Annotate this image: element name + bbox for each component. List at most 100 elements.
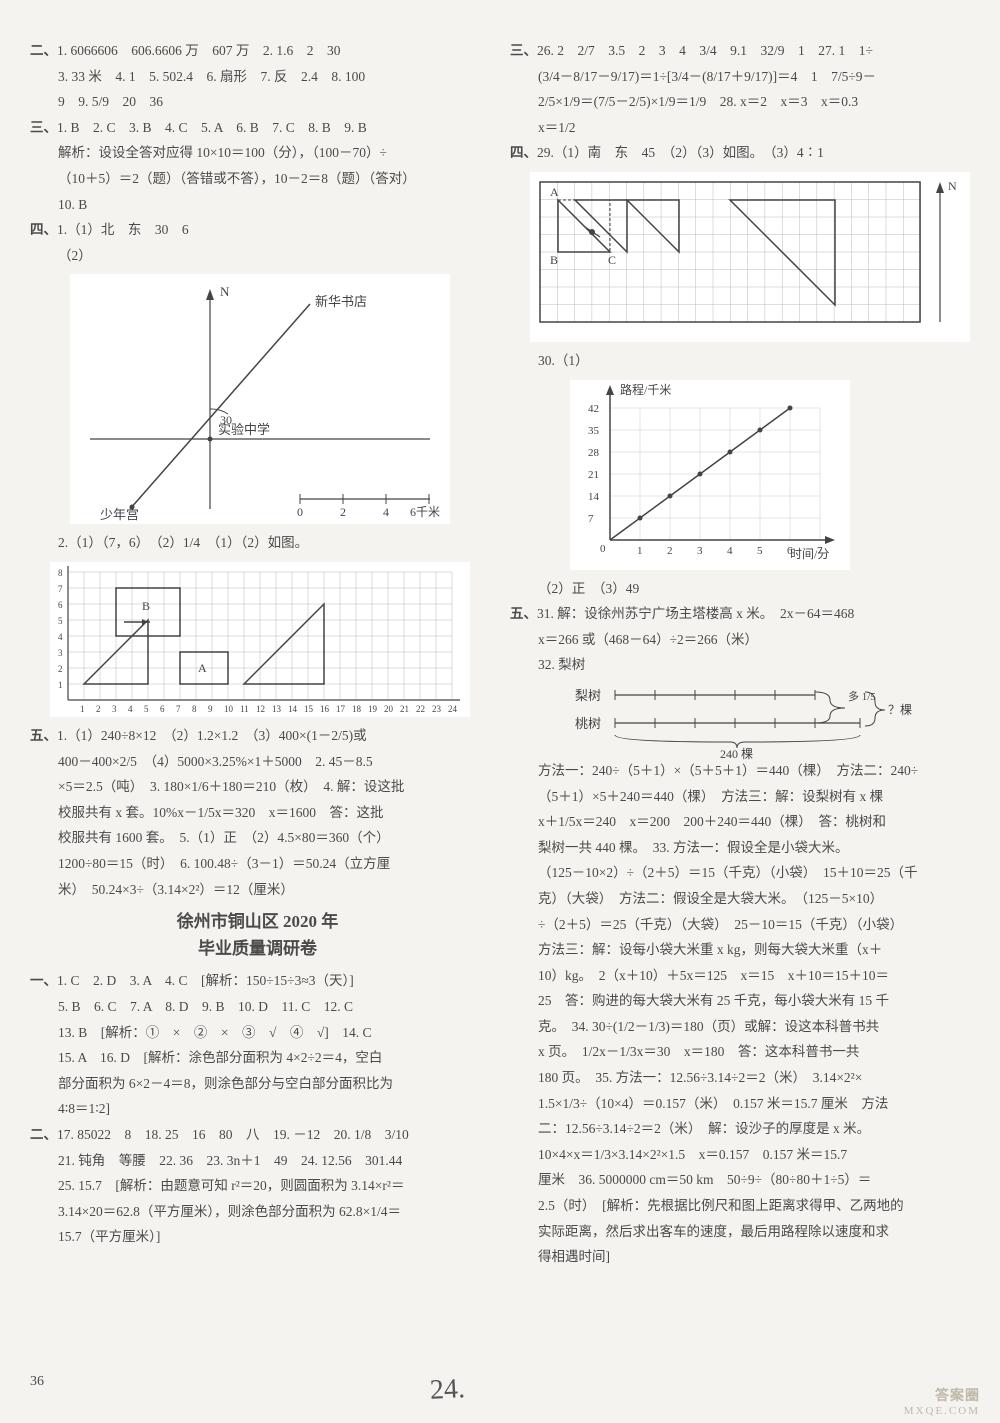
- sec3r-label: 三、: [510, 43, 537, 58]
- new-sec2-line-0: 17. 85022 8 18. 25 16 80 八 19. －12 20. 1…: [57, 1127, 409, 1142]
- sec5r2-line-12: 180 页。 35. 方法一：12.56÷3.14÷2＝2（米） 3.14×2²…: [510, 1067, 970, 1089]
- new-sec2-header: 二、17. 85022 8 18. 25 16 80 八 19. －12 20.…: [30, 1124, 485, 1146]
- sec4-header: 四、1.（1）北 东 30 6: [30, 219, 485, 241]
- svg-text:17: 17: [336, 704, 346, 714]
- svg-text:19: 19: [368, 704, 378, 714]
- svg-text:B: B: [142, 599, 150, 613]
- sec5r2-line-15: 10×4×x＝1/3×3.14×2²×1.5 x＝0.157 0.157 米＝1…: [510, 1144, 970, 1166]
- sec5r-line-0: 31. 解：设徐州苏宁广场主塔楼高 x 米。 2x－64＝468: [537, 606, 854, 621]
- sec5-line-3: 校服共有 x 套。10%x－1/5x＝320 x＝1600 答：这批: [30, 802, 485, 824]
- new-sec1-line-3: 15. A 16. D [解析：涂色部分面积为 4×2÷2＝4，空白: [30, 1047, 485, 1069]
- svg-text:16: 16: [320, 704, 330, 714]
- sec3r-header: 三、26. 2 2/7 3.5 2 3 4 3/4 9.1 32/9 1 27.…: [510, 40, 970, 62]
- sec5r2-line-18: 实际距离，然后求出客车的速度，最后用路程除以速度和求: [510, 1221, 970, 1243]
- sec2-header: 二、1. 6066606 606.6606 万 607 万 2. 1.6 2 3…: [30, 40, 485, 62]
- page-number: 36: [30, 1371, 44, 1393]
- svg-text:B: B: [550, 253, 558, 267]
- left-column: 二、1. 6066606 606.6606 万 607 万 2. 1.6 2 3…: [30, 40, 485, 1340]
- sec4r-header: 四、29.（1）南 东 45 （2）（3）如图。 （3）4∶1: [510, 142, 970, 164]
- svg-text:梨树: 梨树: [575, 688, 601, 703]
- sec4r-29: 29.（1）南 东 45 （2）（3）如图。 （3）4∶1: [537, 145, 824, 160]
- svg-text:0: 0: [600, 543, 606, 555]
- svg-text:6: 6: [160, 704, 165, 714]
- sec3r-line-1: (3/4－8/17－9/17)＝1÷[3/4－(8/17＋9/17)]＝4 1 …: [510, 66, 970, 88]
- sec5r2-line-13: 1.5×1/3÷（10×4）＝0.157（米） 0.157 米＝15.7 厘米 …: [510, 1093, 970, 1115]
- watermark-url: MXQE.COM: [904, 1403, 980, 1421]
- svg-text:1: 1: [80, 704, 85, 714]
- svg-text:30: 30: [220, 413, 232, 427]
- sec5r2-line-11: x 页。 1/2x－1/3x＝30 x＝180 答：这本科普书一共: [510, 1041, 970, 1063]
- new-sec2-label: 二、: [30, 1127, 57, 1142]
- svg-text:7: 7: [588, 513, 594, 525]
- sec5r-header: 五、31. 解：设徐州苏宁广场主塔楼高 x 米。 2x－64＝468: [510, 603, 970, 625]
- sec5r2-line-3: 梨树一共 440 棵。 33. 方法一：假设全是小袋大米。: [510, 837, 970, 859]
- svg-text:5: 5: [144, 704, 149, 714]
- sec3r-line-0: 26. 2 2/7 3.5 2 3 4 3/4 9.1 32/9 1 27. 1…: [537, 43, 873, 58]
- new-sec2-line-4: 15.7（平方厘米）]: [30, 1226, 485, 1248]
- handwritten-note: 24.: [429, 1367, 466, 1414]
- svg-text:22: 22: [416, 704, 425, 714]
- new-sec1-line-4: 部分面积为 6×2－4＝8，则涂色部分与空白部分面积比为: [30, 1073, 485, 1095]
- compass-diagram: N 新华书店 实验中学 30 少年宫 0 2 4 6千米: [70, 274, 450, 524]
- svg-text:4: 4: [727, 545, 733, 557]
- sec5r2-line-7: 方法三：解：设每小袋大米重 x kg，则每大袋大米重（x＋: [510, 939, 970, 961]
- svg-text:10: 10: [224, 704, 234, 714]
- svg-text:14: 14: [588, 491, 600, 503]
- svg-text:23: 23: [432, 704, 442, 714]
- sec5-line-6: 米） 50.24×3÷（3.14×2²）＝12（厘米）: [30, 879, 485, 901]
- exam-title: 徐州市铜山区 2020 年 毕业质量调研卷: [30, 908, 485, 962]
- svg-text:21: 21: [588, 469, 599, 481]
- svg-text:4: 4: [128, 704, 133, 714]
- svg-text:7: 7: [176, 704, 181, 714]
- sec4-2: 2.（1）（7，6） （2）1/4 （1）（2）如图。: [30, 532, 485, 554]
- svg-text:24: 24: [448, 704, 458, 714]
- new-sec1-label: 一、: [30, 973, 57, 988]
- svg-text:7: 7: [58, 584, 63, 594]
- new-sec2-line-1: 21. 钝角 等腰 22. 36 23. 3n＋1 49 24. 12.56 3…: [30, 1150, 485, 1172]
- svg-text:35: 35: [588, 425, 600, 437]
- right-column: 三、26. 2 2/7 3.5 2 3 4 3/4 9.1 32/9 1 27.…: [510, 40, 970, 1340]
- svg-text:18: 18: [352, 704, 362, 714]
- svg-text:3: 3: [697, 545, 703, 557]
- sec5-line-1: 400－400×2/5 （4）5000×3.25%×1＋5000 2. 45－8…: [30, 751, 485, 773]
- svg-text:N: N: [220, 284, 230, 299]
- sec5r-line-2: 32. 梨树: [510, 654, 970, 676]
- svg-text:12: 12: [256, 704, 265, 714]
- svg-text:8: 8: [192, 704, 197, 714]
- sec5r2-line-16: 厘米 36. 5000000 cm＝50 km 50÷9÷（80÷80＋1÷5）…: [510, 1169, 970, 1191]
- svg-text:A: A: [198, 661, 207, 675]
- svg-text:11: 11: [240, 704, 249, 714]
- svg-text:3: 3: [112, 704, 117, 714]
- sec3-label: 三、: [30, 120, 57, 135]
- new-sec1-line-5: 4∶8＝1∶2]: [30, 1098, 485, 1120]
- title-line2: 毕业质量调研卷: [30, 935, 485, 962]
- sec5r2-line-10: 克。 34. 30÷(1/2－1/3)＝180（页）或解：设这本科普书共: [510, 1016, 970, 1038]
- sec3-item-3: 10. B: [30, 194, 485, 216]
- new-sec2-line-2: 25. 15.7 [解析：由题意可知 r²＝20，则圆面积为 3.14×r²＝: [30, 1175, 485, 1197]
- sec4r-30: 30.（1）: [510, 350, 970, 372]
- sec4-1-2: （2）: [30, 245, 485, 267]
- new-sec1-line-2: 13. B [解析：① × ② × ③ √ ④ √] 14. C: [30, 1022, 485, 1044]
- svg-text:C: C: [608, 253, 616, 267]
- distance-time-chart: 1234567714212835420 路程/千米 时间/分: [570, 380, 850, 570]
- svg-text:6千米: 6千米: [410, 505, 440, 519]
- svg-text:2: 2: [667, 545, 673, 557]
- svg-text:2: 2: [58, 664, 63, 674]
- sec4-label: 四、: [30, 222, 57, 237]
- svg-text:5: 5: [58, 616, 63, 626]
- svg-text:3: 3: [58, 648, 63, 658]
- grid-shapes-diagram: 1234567891011121314151617181920212223241…: [50, 562, 470, 717]
- sec5r2-line-14: 二：12.56÷3.14÷2＝2（米） 解：设沙子的厚度是 x 米。: [510, 1118, 970, 1140]
- svg-text:路程/千米: 路程/千米: [620, 382, 671, 397]
- svg-text:9: 9: [208, 704, 213, 714]
- sec5-line-0: 1.（1）240÷8×12 （2）1.2×1.2 （3）400×(1－2/5)或: [57, 728, 367, 743]
- sec2-item-2: 9 9. 5/9 20 36: [30, 91, 485, 113]
- svg-text:4: 4: [383, 505, 389, 519]
- sec5r-line-1: x＝266 或（468－64）÷2＝266（米）: [510, 629, 970, 651]
- svg-text:20: 20: [384, 704, 394, 714]
- svg-text:8: 8: [58, 568, 63, 578]
- svg-text:2: 2: [340, 505, 346, 519]
- sec5-line-5: 1200÷80＝15（时） 6. 100.48÷（3－1）＝50.24（立方厘: [30, 853, 485, 875]
- sec4r-label: 四、: [510, 145, 537, 160]
- svg-text:15: 15: [304, 704, 314, 714]
